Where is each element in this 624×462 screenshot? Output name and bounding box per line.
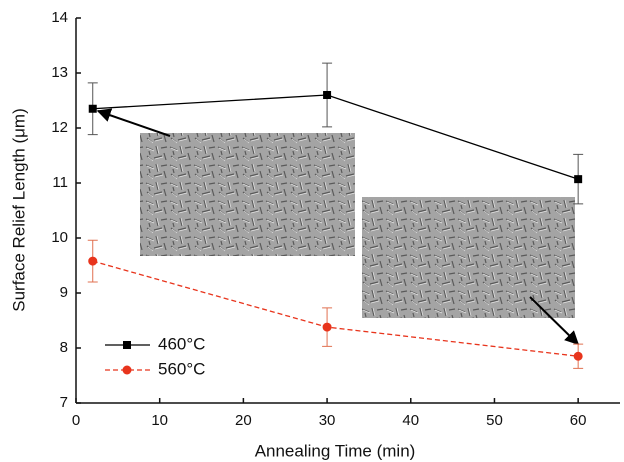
y-axis-label: Surface Relief Length (μm) [9,108,28,312]
marker [323,91,332,99]
x-tick-label: 40 [402,412,419,429]
arrow [529,296,580,345]
y-tick-label: 10 [51,229,68,246]
x-axis-label: Annealing Time (min) [255,441,416,460]
y-tick-label: 11 [52,174,68,191]
y-tick-label: 8 [60,339,68,356]
marker [574,175,583,184]
x-tick-label: 10 [151,412,168,429]
y-tick-label: 9 [60,284,68,301]
legend-marker [122,365,132,375]
legend-label: 560°C [158,359,205,378]
y-tick-label: 14 [51,9,68,26]
x-tick-label: 30 [319,412,336,429]
x-tick-label: 50 [486,412,503,429]
y-tick-label: 7 [60,394,68,411]
marker [88,104,97,113]
marker [322,322,332,332]
y-tick-label: 12 [51,119,68,136]
inset-micrograph [140,133,355,256]
legend-marker [123,341,131,349]
y-tick-label: 13 [51,64,68,81]
arrow [96,108,171,137]
marker [88,256,98,266]
legend-label: 460°C [158,334,205,353]
x-tick-label: 60 [570,412,587,429]
marker [573,351,583,361]
x-tick-label: 0 [72,412,80,429]
inset-micrograph [362,197,575,318]
x-tick-label: 20 [235,412,252,429]
